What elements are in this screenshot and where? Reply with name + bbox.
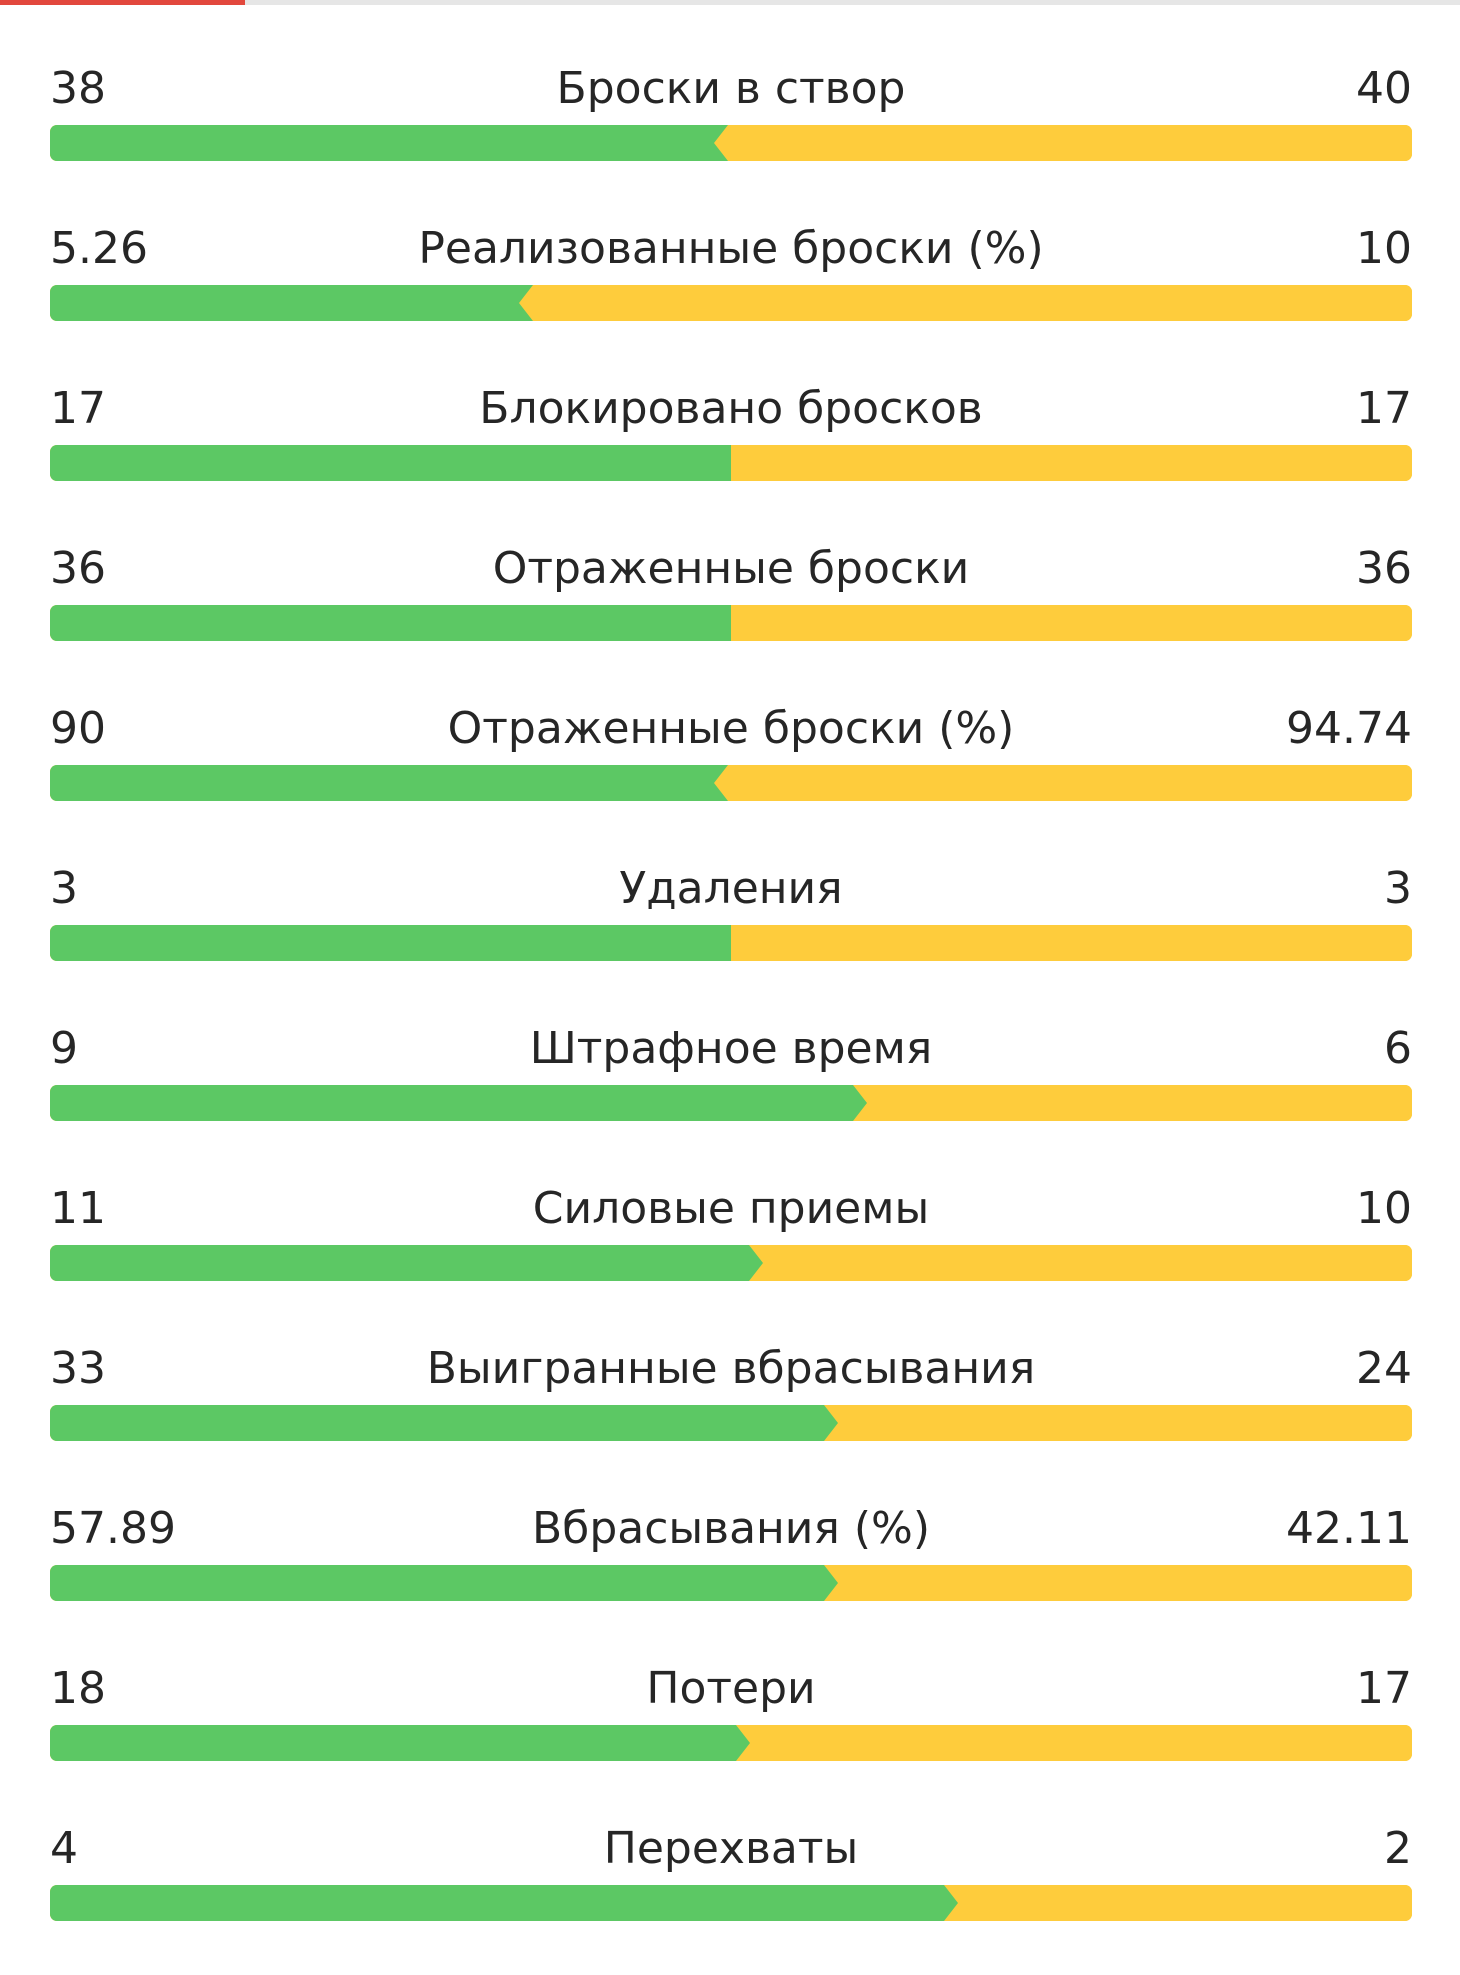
bar-graphic	[50, 445, 1412, 481]
bar-graphic	[50, 1565, 1412, 1601]
stat-label: Реализованные броски (%)	[418, 223, 1044, 274]
home-segment	[50, 445, 731, 481]
stat-label: Блокировано бросков	[479, 383, 983, 434]
comparison-bar	[50, 125, 1412, 161]
away-value: 17	[1356, 383, 1412, 434]
away-value: 94.74	[1286, 703, 1412, 754]
away-value: 36	[1356, 543, 1412, 594]
away-value: 10	[1356, 1183, 1412, 1234]
comparison-bar	[50, 1245, 1412, 1281]
stat-label: Удаления	[619, 863, 843, 914]
stat-label: Перехваты	[603, 1823, 859, 1874]
bar-graphic	[50, 125, 1412, 161]
bar-graphic	[50, 1885, 1412, 1921]
stat-row: 9 Штрафное время 6	[50, 1015, 1412, 1175]
away-value: 17	[1356, 1663, 1412, 1714]
home-value: 3	[50, 863, 78, 914]
home-segment	[50, 285, 533, 321]
away-value: 2	[1384, 1823, 1412, 1874]
stat-row: 5.26 Реализованные броски (%) 10	[50, 215, 1412, 375]
home-value: 33	[50, 1343, 106, 1394]
comparison-bar	[50, 445, 1412, 481]
home-segment	[50, 1565, 838, 1601]
home-segment	[50, 1405, 838, 1441]
comparison-bar	[50, 605, 1412, 641]
stat-row: 38 Броски в створ 40	[50, 55, 1412, 215]
home-value: 90	[50, 703, 106, 754]
stat-label: Потери	[646, 1663, 816, 1714]
home-segment	[50, 765, 728, 801]
home-segment	[50, 605, 731, 641]
comparison-bar	[50, 765, 1412, 801]
home-value: 38	[50, 63, 106, 114]
comparison-bar	[50, 1565, 1412, 1601]
bar-graphic	[50, 285, 1412, 321]
home-segment	[50, 1725, 750, 1761]
bar-graphic	[50, 925, 1412, 961]
bar-graphic	[50, 605, 1412, 641]
home-value: 4	[50, 1823, 78, 1874]
comparison-bar	[50, 285, 1412, 321]
stat-row: 17 Блокировано бросков 17	[50, 375, 1412, 535]
home-value: 9	[50, 1023, 78, 1074]
bar-graphic	[50, 1245, 1412, 1281]
stat-row: 4 Перехваты 2	[50, 1815, 1412, 1975]
comparison-bar	[50, 1405, 1412, 1441]
match-stats-list: 38 Броски в створ 40 5.26 Реализованные …	[50, 55, 1412, 1975]
home-value: 5.26	[50, 223, 148, 274]
bar-graphic	[50, 1725, 1412, 1761]
bar-graphic	[50, 1405, 1412, 1441]
home-segment	[50, 1085, 867, 1121]
comparison-bar	[50, 1885, 1412, 1921]
away-value: 40	[1356, 63, 1412, 114]
stat-label: Отраженные броски	[492, 543, 970, 594]
away-value: 3	[1384, 863, 1412, 914]
stat-row: 57.89 Вбрасывания (%) 42.11	[50, 1495, 1412, 1655]
comparison-bar	[50, 925, 1412, 961]
comparison-bar	[50, 1725, 1412, 1761]
stat-label: Вбрасывания (%)	[532, 1503, 930, 1554]
comparison-bar	[50, 1085, 1412, 1121]
stat-row: 33 Выигранные вбрасывания 24	[50, 1335, 1412, 1495]
top-divider	[0, 0, 1460, 5]
stat-label: Отраженные броски (%)	[447, 703, 1015, 754]
stat-row: 36 Отраженные броски 36	[50, 535, 1412, 695]
stat-row: 11 Силовые приемы 10	[50, 1175, 1412, 1335]
home-value: 17	[50, 383, 106, 434]
stat-row: 3 Удаления 3	[50, 855, 1412, 1015]
away-value: 42.11	[1286, 1503, 1412, 1554]
stat-row: 90 Отраженные броски (%) 94.74	[50, 695, 1412, 855]
stat-label: Выигранные вбрасывания	[426, 1343, 1036, 1394]
stat-label: Броски в створ	[556, 63, 906, 114]
stat-row: 18 Потери 17	[50, 1655, 1412, 1815]
away-value: 6	[1384, 1023, 1412, 1074]
stat-label: Штрафное время	[529, 1023, 933, 1074]
home-value: 11	[50, 1183, 106, 1234]
home-segment	[50, 925, 731, 961]
away-value: 24	[1356, 1343, 1412, 1394]
home-segment	[50, 125, 728, 161]
stat-label: Силовые приемы	[532, 1183, 930, 1234]
home-value: 18	[50, 1663, 106, 1714]
bar-graphic	[50, 765, 1412, 801]
home-segment	[50, 1885, 958, 1921]
away-value: 10	[1356, 223, 1412, 274]
home-value: 36	[50, 543, 106, 594]
home-segment	[50, 1245, 763, 1281]
active-tab-indicator	[0, 0, 245, 5]
home-value: 57.89	[50, 1503, 176, 1554]
bar-graphic	[50, 1085, 1412, 1121]
